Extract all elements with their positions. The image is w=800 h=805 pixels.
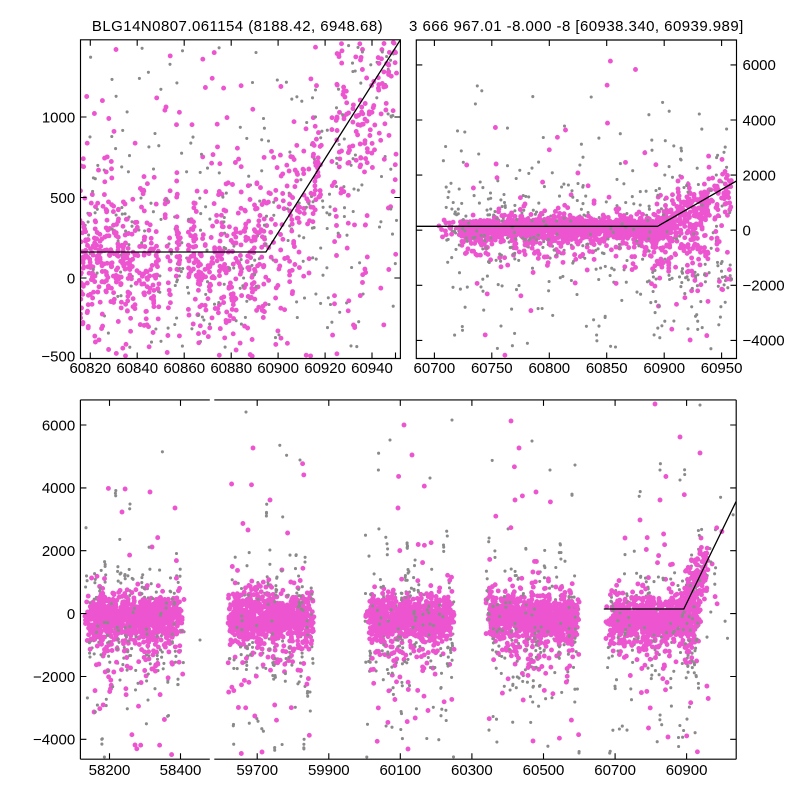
svg-text:0: 0 [67,606,75,623]
svg-text:2000: 2000 [743,167,776,184]
svg-text:4000: 4000 [42,480,75,497]
svg-text:−4000: −4000 [33,732,75,749]
svg-text:60840: 60840 [116,360,158,377]
svg-text:60300: 60300 [451,762,493,779]
svg-text:60900: 60900 [666,762,708,779]
svg-text:60700: 60700 [594,762,636,779]
svg-text:60850: 60850 [586,360,628,377]
svg-text:58400: 58400 [160,762,202,779]
svg-text:60700: 60700 [414,360,456,377]
svg-text:−2000: −2000 [33,669,75,686]
svg-text:4000: 4000 [743,112,776,129]
svg-text:6000: 6000 [42,417,75,434]
svg-text:60880: 60880 [210,360,252,377]
svg-text:2000: 2000 [42,543,75,560]
svg-text:59900: 59900 [308,762,350,779]
svg-text:0: 0 [67,270,75,287]
svg-text:60900: 60900 [643,360,685,377]
svg-text:−500: −500 [41,348,75,365]
svg-text:6000: 6000 [743,57,776,74]
svg-text:60500: 60500 [523,762,565,779]
svg-text:60820: 60820 [69,360,111,377]
svg-text:59700: 59700 [236,762,278,779]
svg-text:0: 0 [743,223,751,240]
svg-text:60920: 60920 [304,360,346,377]
svg-text:60100: 60100 [379,762,421,779]
svg-text:1000: 1000 [42,109,75,126]
svg-text:60750: 60750 [471,360,513,377]
svg-text:60900: 60900 [257,360,299,377]
svg-text:58200: 58200 [89,762,131,779]
svg-text:3 666 967.01 -8.000 -8 [60938.: 3 666 967.01 -8.000 -8 [60938.340, 60939… [409,18,744,35]
svg-text:−2000: −2000 [743,278,785,295]
svg-text:60800: 60800 [528,360,570,377]
svg-text:BLG14N0807.061154 (8188.42, 69: BLG14N0807.061154 (8188.42, 6948.68) [92,18,383,35]
svg-text:500: 500 [50,190,75,207]
svg-text:60940: 60940 [351,360,393,377]
svg-text:60950: 60950 [701,360,743,377]
svg-text:−4000: −4000 [743,333,785,350]
svg-text:60860: 60860 [163,360,205,377]
